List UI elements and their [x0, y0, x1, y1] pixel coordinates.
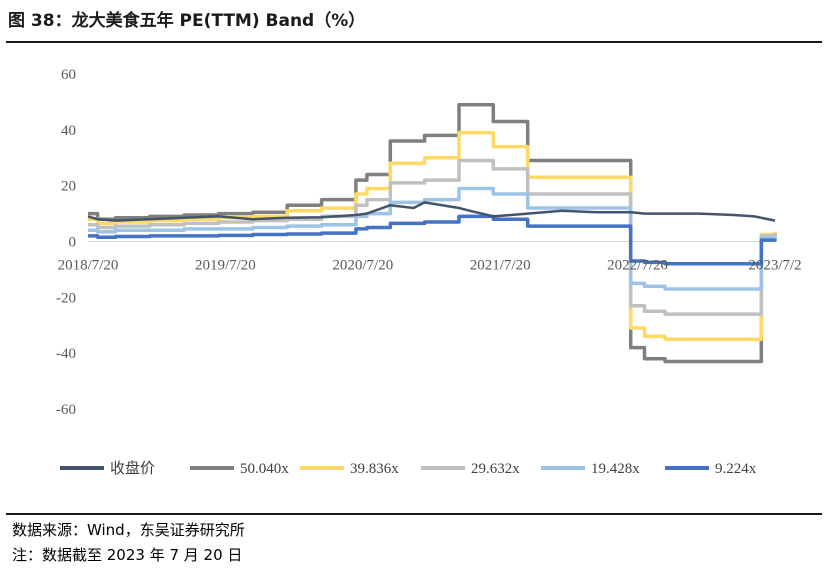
series-line-50.040x — [88, 102, 777, 364]
y-tick-label: 60 — [61, 67, 76, 83]
series-line-收盘价 — [87, 201, 776, 222]
legend-label: 19.428x — [591, 461, 640, 477]
pe-band-chart: 60 40 20 0 -20 -40 -60 2018/7/20 2019/7/20 2020/7… — [56, 67, 802, 477]
legend-label: 50.040x — [240, 461, 289, 477]
x-tick-label: 2022/7/20 — [607, 258, 668, 274]
series-line-29.632x — [88, 158, 777, 316]
x-tick-label: 2021/7/20 — [470, 258, 531, 274]
source-note: 数据来源：Wind，东吴证券研究所 — [12, 521, 245, 539]
legend: 收盘价 50.040x 39.836x 29.632x 19.428x 9.224x — [60, 459, 757, 477]
tick-label-layer: 60 40 20 0 -20 -40 -60 2018/7/20 2019/7/20 2020/7… — [56, 67, 802, 418]
chart-title: 图 38：龙大美食五年 PE(TTM) Band（%） — [8, 11, 366, 31]
title-divider — [6, 41, 822, 43]
series-layer — [87, 102, 777, 364]
x-tick-label: 2019/7/20 — [195, 258, 256, 274]
legend-label: 9.224x — [715, 461, 757, 477]
x-tick-label: 2020/7/20 — [332, 258, 393, 274]
y-tick-label: -20 — [56, 290, 76, 306]
y-tick-label: 40 — [61, 123, 76, 139]
date-note: 注：数据截至 2023 年 7 月 20 日 — [12, 546, 243, 564]
legend-label: 收盘价 — [110, 459, 155, 477]
legend-label: 39.836x — [350, 461, 399, 477]
y-tick-label: 0 — [69, 235, 77, 251]
x-tick-label: 2023/7/2 — [748, 258, 801, 274]
series-line-9.224x — [88, 214, 777, 266]
y-tick-label: -40 — [56, 346, 76, 362]
series-line-39.836x — [88, 130, 777, 341]
y-tick-label: 20 — [61, 179, 76, 195]
legend-label: 29.632x — [471, 461, 520, 477]
x-tick-label: 2018/7/20 — [58, 258, 119, 274]
footer-divider — [6, 513, 822, 515]
series-line-19.428x — [88, 186, 777, 291]
y-tick-label: -60 — [56, 402, 76, 418]
